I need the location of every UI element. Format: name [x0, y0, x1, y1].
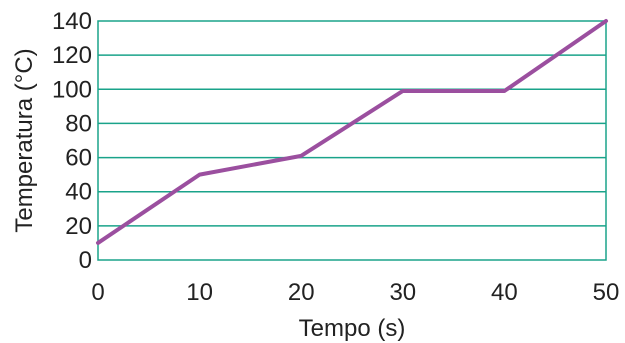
x-tick-label: 0: [91, 279, 104, 306]
y-tick-label: 20: [65, 213, 92, 240]
plot-frame: [97, 20, 607, 261]
x-tick-label: 50: [593, 279, 620, 306]
y-tick-label: 140: [52, 8, 92, 35]
temperature-series-line: [96, 19, 608, 245]
x-axis-label: Tempo (s): [299, 315, 406, 342]
y-tick-labels: 0 20 40 60 80 100 120 140: [52, 8, 92, 274]
x-tick-label: 10: [186, 279, 213, 306]
grid-lines: [98, 54, 606, 227]
y-tick-label: 40: [65, 179, 92, 206]
x-tick-label: 30: [389, 279, 416, 306]
x-tick-label: 40: [491, 279, 518, 306]
x-tick-labels: 0 10 20 30 40 50: [91, 279, 619, 306]
x-tick-label: 20: [288, 279, 315, 306]
y-tick-label: 60: [65, 145, 92, 172]
y-tick-label: 0: [79, 247, 92, 274]
y-tick-label: 120: [52, 42, 92, 69]
y-tick-label: 80: [65, 110, 92, 137]
y-axis-label: Temperatura (°C): [11, 48, 38, 232]
y-tick-label: 100: [52, 76, 92, 103]
series-group: [96, 19, 608, 245]
